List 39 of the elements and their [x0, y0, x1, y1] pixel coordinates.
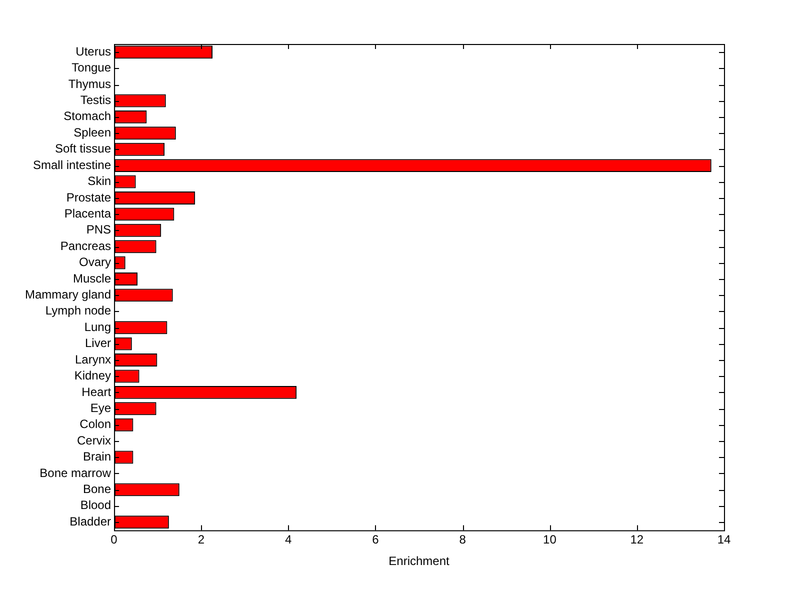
y-tick-label: Prostate: [66, 190, 112, 204]
x-tick-label: 0: [110, 532, 118, 547]
y-tick-label: Bladder: [70, 514, 112, 528]
y-tick-label: Lymph node: [45, 304, 112, 318]
y-tick-label: Uterus: [76, 44, 112, 58]
x-axis-title: Enrichment: [388, 554, 450, 568]
y-tick-label: Testis: [80, 93, 112, 108]
x-tick-label: 4: [284, 532, 292, 547]
y-tick-label: Lung: [84, 320, 112, 334]
y-tick-label: Ovary: [79, 255, 112, 270]
y-tick-label: Kidney: [74, 368, 112, 383]
y-tick-label: Liver: [85, 336, 112, 350]
y-tick-label: Muscle: [73, 271, 112, 286]
y-tick-label: Thymus: [68, 76, 112, 91]
y-tick-label: Mammary gland: [24, 288, 112, 302]
y-tick-label: Bone: [82, 482, 112, 496]
y-tick-label: Bone marrow: [40, 466, 112, 480]
y-tick-label: Larynx: [74, 352, 112, 366]
y-tick-label: Small intestine: [32, 158, 112, 172]
x-tick-label: 2: [198, 532, 205, 547]
y-tick-label: Pancreas: [60, 238, 112, 253]
y-tick-label: Cervix: [77, 433, 112, 448]
x-tick-label: 6: [372, 532, 380, 547]
x-tick-label: 10: [543, 532, 557, 547]
y-tick-label: PNS: [86, 222, 112, 237]
y-tick-label: Placenta: [64, 206, 112, 220]
y-tick-label: Eye: [90, 400, 112, 415]
x-tick-label: 14: [717, 532, 731, 547]
y-tick-label: Tongue: [72, 60, 112, 75]
x-tick-label: 8: [459, 532, 466, 547]
y-tick-label: Spleen: [74, 125, 112, 140]
y-tick-label: Blood: [80, 498, 112, 512]
y-tick-label: Brain: [83, 450, 112, 464]
y-tick-label: Soft tissue: [54, 142, 112, 156]
y-tick-label: Heart: [82, 384, 112, 399]
x-tick-label: 12: [630, 532, 644, 547]
y-tick-label: Colon: [80, 417, 112, 432]
y-tick-label: Skin: [88, 174, 112, 188]
y-tick-label: Stomach: [64, 109, 112, 124]
